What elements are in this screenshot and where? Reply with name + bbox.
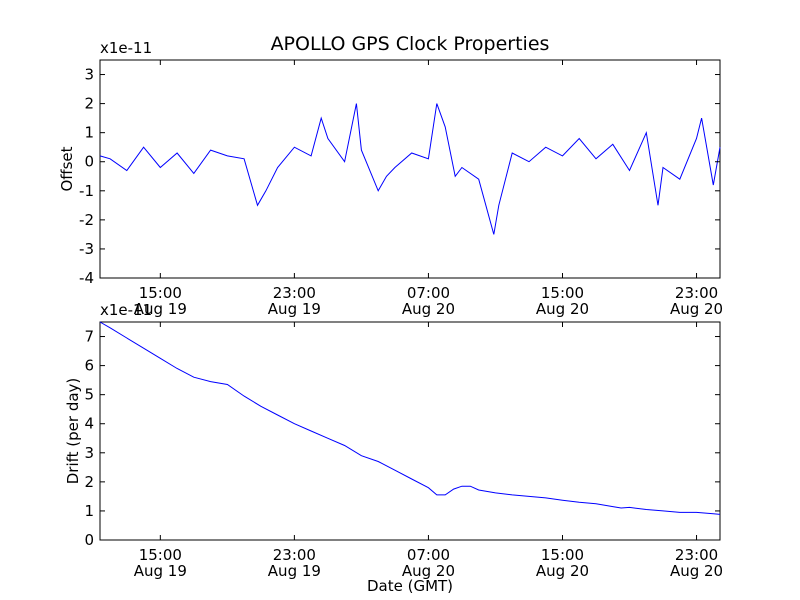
drift-y-tick-label: 4 [84, 415, 94, 433]
offset-x-tick-date: Aug 20 [536, 300, 589, 318]
offset-series-line [99, 103, 721, 235]
offset-y-tick-label: 1 [84, 124, 94, 142]
offset-x-tick-date: Aug 20 [402, 300, 455, 318]
offset-x-tick-time: 23:00 [675, 284, 718, 302]
drift-y-tick-label: 2 [84, 473, 94, 491]
offset-y-tick-label: -4 [79, 269, 94, 287]
offset-x-tick-time: 07:00 [407, 284, 450, 302]
drift-x-tick-time: 23:00 [675, 546, 718, 564]
drift-x-tick-date: Aug 20 [402, 562, 455, 580]
offset-y-tick-label: -3 [79, 240, 94, 258]
drift-x-axis-label: Date (GMT) [367, 577, 453, 595]
drift-y-tick-label: 0 [84, 531, 94, 549]
offset-x-tick-time: 15:00 [541, 284, 584, 302]
drift-x-tick-time: 15:00 [541, 546, 584, 564]
drift-x-tick-time: 23:00 [273, 546, 316, 564]
offset-y-axis-label: Offset [58, 146, 76, 191]
offset-x-tick-time: 23:00 [273, 284, 316, 302]
drift-x-tick-date: Aug 20 [536, 562, 589, 580]
offset-y-tick-label: -1 [79, 182, 94, 200]
drift-series-line [99, 321, 721, 515]
drift-y-tick-label: 5 [84, 386, 94, 404]
offset-x-tick-date: Aug 20 [670, 300, 723, 318]
drift-x-tick-date: Aug 19 [268, 562, 321, 580]
drift-plot-frame [99, 321, 721, 541]
offset-plot-frame [99, 59, 721, 279]
offset-y-tick-label: 2 [84, 95, 94, 113]
drift-y-tick-label: 7 [84, 328, 94, 346]
drift-y-tick-label: 6 [84, 357, 94, 375]
offset-x-tick-date: Aug 19 [134, 300, 187, 318]
chart-title: APOLLO GPS Clock Properties [271, 33, 550, 55]
drift-x-tick-time: 07:00 [407, 546, 450, 564]
offset-x-tick-date: Aug 19 [268, 300, 321, 318]
drift-y-tick-label: 3 [84, 444, 94, 462]
drift-y-axis-label: Drift (per day) [64, 378, 82, 485]
drift-x-tick-date: Aug 20 [670, 562, 723, 580]
drift-y-tick-label: 1 [84, 502, 94, 520]
drift-x-tick-time: 15:00 [139, 546, 182, 564]
offset-scale-label: x1e-11 [100, 39, 152, 57]
offset-y-tick-label: 0 [84, 153, 94, 171]
drift-scale-label: x1e-11 [100, 301, 152, 319]
offset-y-tick-label: -2 [79, 211, 94, 229]
drift-panel: x1e-11 Drift (per day) Date (GMT) 0 1 2 3 4 5… [64, 301, 723, 595]
offset-x-tick-time: 15:00 [139, 284, 182, 302]
offset-y-tick-label: 3 [84, 66, 94, 84]
drift-x-tick-date: Aug 19 [134, 562, 187, 580]
